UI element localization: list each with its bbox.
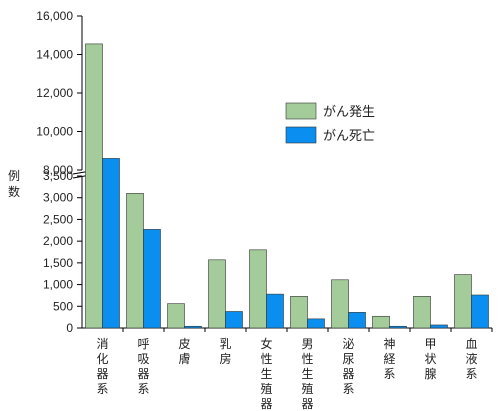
bar — [348, 312, 366, 329]
bar — [430, 324, 448, 329]
y-tick-label: 3,500 — [43, 169, 73, 183]
y-tick-label: 1,000 — [43, 278, 73, 292]
bar — [413, 295, 431, 329]
y-tick-label: 14,000 — [36, 48, 73, 62]
y-tick-label: 8,000 — [43, 163, 73, 177]
y-tick-label: 0 — [66, 321, 73, 335]
bar — [249, 249, 267, 329]
category-label: 呼吸器系 — [137, 337, 149, 396]
y-tick-label: 2,000 — [43, 234, 73, 248]
category-label: 消化器系 — [96, 337, 108, 396]
y-tick-label: 10,000 — [36, 125, 73, 139]
y-tick-label: 500 — [53, 299, 73, 313]
bar — [331, 279, 349, 329]
y-tick-label: 12,000 — [36, 86, 73, 100]
bar — [372, 315, 390, 329]
bar — [290, 295, 308, 329]
bar — [85, 43, 103, 329]
legend-swatch — [285, 102, 317, 120]
category-label: 女性生殖器 — [260, 336, 272, 411]
y-tick-label: 2,500 — [43, 212, 73, 226]
bar — [307, 318, 325, 329]
y-tick-label: 3,000 — [43, 191, 73, 205]
bars — [85, 43, 489, 329]
legend-label: がん発生 — [323, 105, 375, 120]
category-label: 乳房 — [219, 337, 231, 366]
category-label: 神経系 — [383, 337, 395, 381]
category-label: 泌尿器系 — [342, 337, 354, 396]
bar — [126, 193, 144, 329]
y-axis-label: 例数 — [8, 169, 20, 199]
category-label: 男性生殖器 — [301, 337, 313, 411]
legend-label: がん死亡 — [323, 129, 375, 144]
category-label: 血液系 — [465, 337, 477, 381]
bar — [225, 311, 243, 329]
category-label: 甲状腺 — [424, 337, 436, 381]
y-axis-title: 例数 — [8, 169, 20, 199]
bar — [454, 274, 472, 329]
bar — [167, 303, 185, 329]
bar — [208, 259, 226, 329]
bar — [143, 229, 161, 329]
y-tick-label: 16,000 — [36, 9, 73, 23]
bar — [471, 294, 489, 329]
category-label: 皮膚 — [178, 337, 190, 366]
bar — [184, 325, 202, 329]
bar — [102, 158, 120, 329]
legend-swatch — [285, 126, 317, 144]
bar — [266, 293, 284, 329]
y-tick-label: 1,500 — [43, 256, 73, 270]
bar — [389, 325, 407, 329]
